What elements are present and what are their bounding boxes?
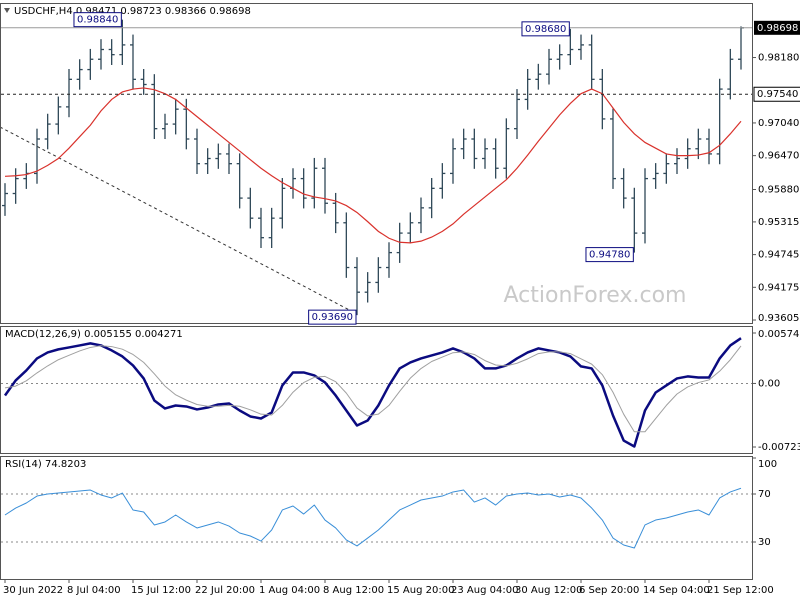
last-price-box — [754, 20, 800, 35]
y-tick-label: 0.94175 — [758, 282, 799, 293]
x-tick-label: 21 Sep 12:00 — [707, 585, 774, 596]
x-tick-label: 8 Aug 12:00 — [323, 585, 384, 596]
y-tick-label: 30 — [758, 537, 771, 548]
price-annotation-box — [521, 21, 570, 37]
symbol-icon — [4, 8, 10, 13]
price-annotation-box — [308, 309, 357, 325]
x-tick-label: 15 Aug 20:00 — [387, 585, 454, 596]
indicator-line — [3, 337, 742, 448]
x-tick-label: 14 Sep 04:00 — [643, 585, 710, 596]
price-annotation: 0.93690 — [312, 312, 353, 323]
level-label-box — [753, 86, 800, 102]
panel-frame — [0, 456, 753, 580]
y-tick-label: 0.94745 — [758, 250, 799, 261]
panel-title: USDCHF,H4 0.98471 0.98723 0.98366 0.9869… — [14, 6, 251, 17]
y-tick-label: 0.97040 — [758, 118, 799, 129]
moving-average — [4, 87, 742, 244]
panel-frame — [0, 3, 753, 324]
panel-title: MACD(12,26,9) 0.005155 0.004271 — [5, 329, 183, 340]
price-annotation-box — [585, 247, 634, 263]
y-tick-label: 0.00 — [758, 378, 780, 389]
y-tick-label: 100 — [758, 459, 777, 470]
watermark: ActionForex.com — [504, 283, 687, 308]
price-annotation-box — [73, 12, 122, 28]
x-tick-label: 23 Aug 04:00 — [451, 585, 518, 596]
price-annotation: 0.94780 — [589, 250, 630, 261]
price-annotation: 0.98840 — [77, 15, 118, 26]
indicator-line — [4, 487, 742, 549]
price-annotation: 0.98680 — [525, 24, 566, 35]
y-tick-label: 0.96470 — [758, 151, 799, 162]
last-price-label: 0.98698 — [757, 23, 798, 34]
x-tick-label: 22 Jul 20:00 — [195, 585, 255, 596]
x-tick-label: 1 Aug 04:00 — [259, 585, 320, 596]
level-label: 0.97540 — [757, 89, 798, 100]
y-tick-label: 0.95315 — [758, 217, 799, 228]
indicator-line — [4, 345, 742, 433]
x-tick-label: 30 Aug 12:00 — [515, 585, 582, 596]
y-tick-label: 0.98180 — [758, 53, 799, 64]
y-tick-label: 70 — [758, 489, 771, 500]
x-tick-label: 6 Sep 20:00 — [579, 585, 639, 596]
panel-title: RSI(14) 74.8203 — [5, 459, 86, 470]
y-tick-label: -0.007237 — [758, 442, 800, 453]
x-tick-label: 30 Jun 2022 — [3, 585, 63, 596]
x-tick-label: 15 Jul 12:00 — [131, 585, 191, 596]
y-tick-label: 0.005745 — [758, 329, 800, 340]
x-tick-label: 8 Jul 04:00 — [67, 585, 121, 596]
panel-frame — [0, 326, 753, 454]
y-tick-label: 0.95880 — [758, 184, 799, 195]
y-tick-label: 0.93605 — [758, 313, 799, 324]
